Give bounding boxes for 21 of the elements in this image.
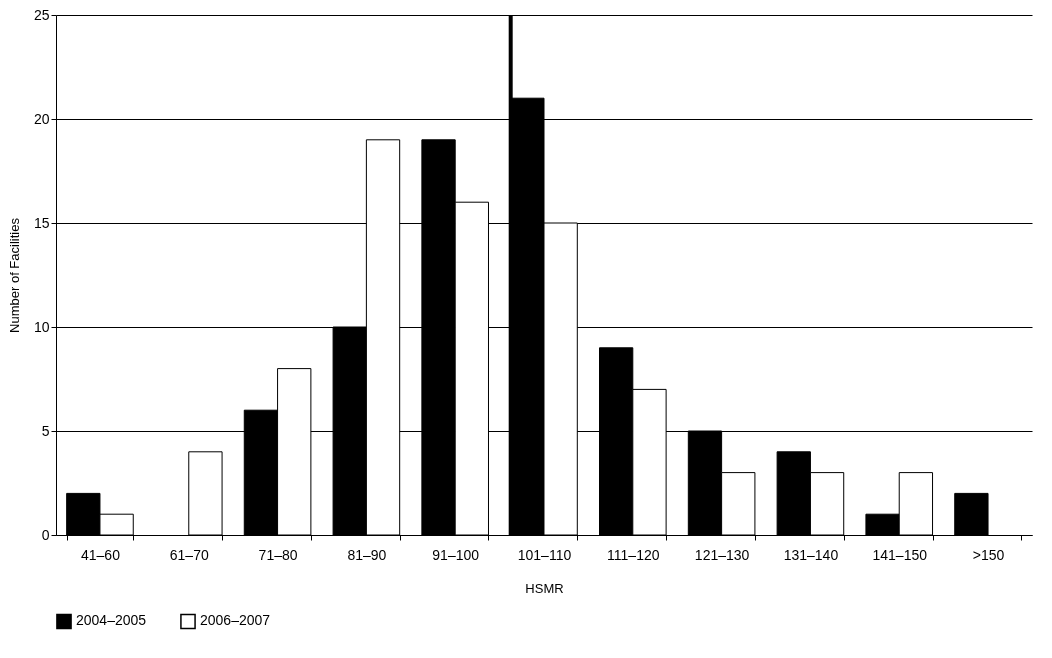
y-tick-label: 0 — [41, 526, 50, 543]
x-tick-label: 141–150 — [872, 546, 928, 563]
x-tick-label: 131–140 — [783, 546, 839, 563]
x-tick-label: 61–70 — [169, 546, 209, 563]
x-tick-label: 91–100 — [432, 546, 480, 563]
x-tick-label: 41–60 — [80, 546, 121, 563]
legend-label: 2006–2007 — [200, 612, 271, 629]
y-tick-label: 20 — [33, 110, 50, 127]
legend-label: 2004–2005 — [76, 612, 147, 629]
y-axis-title: Number of Facilities — [6, 217, 22, 333]
y-tick-label: 10 — [33, 318, 50, 335]
y-tick-label: 15 — [33, 214, 50, 231]
x-axis-title: HSMR — [525, 580, 564, 596]
x-tick-label: 71–80 — [258, 546, 298, 563]
y-tick-label: 5 — [41, 422, 50, 439]
x-tick-label: 111–120 — [607, 546, 660, 563]
y-tick-label: 25 — [33, 6, 50, 23]
x-tick-label: 81–90 — [347, 546, 387, 563]
x-tick-label: 121–130 — [694, 546, 750, 563]
x-tick-label: 101–110 — [517, 546, 572, 563]
x-tick-label: >150 — [972, 546, 1005, 563]
